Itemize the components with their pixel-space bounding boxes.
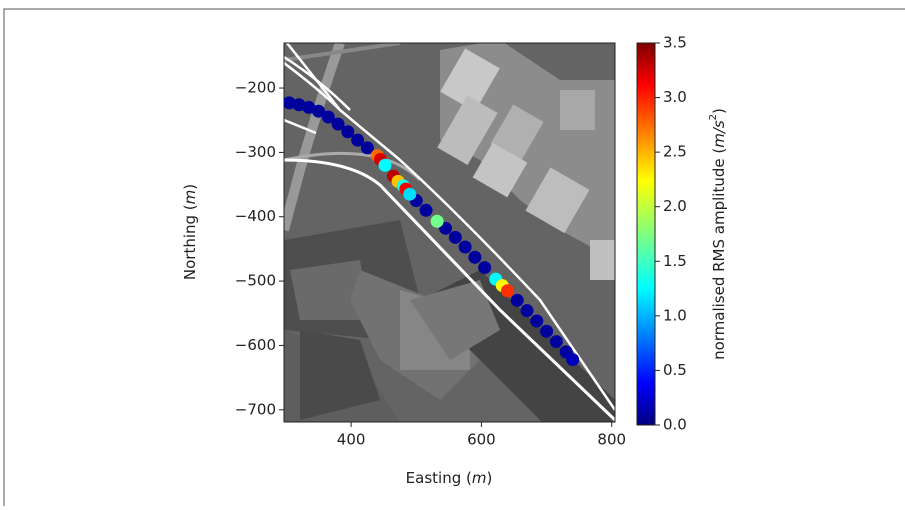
figure: Easting (m) Northing (m) normalised RMS …	[0, 0, 905, 506]
colorbar-tick-label: 0.0	[663, 416, 687, 434]
point	[449, 231, 462, 244]
point	[521, 304, 534, 317]
point	[468, 251, 481, 264]
colorbar-tick-label: 1.0	[663, 306, 687, 324]
x-tick-label: 800	[597, 431, 626, 449]
point	[403, 188, 416, 201]
point	[431, 215, 444, 228]
y-tick-label: −400	[235, 207, 276, 225]
y-tick-label: −300	[235, 143, 276, 161]
y-axis-label: Northing (m)	[181, 184, 199, 280]
colorbar-tick-label: 0.5	[663, 361, 687, 379]
colorbar	[637, 43, 655, 425]
point	[378, 159, 391, 172]
point	[566, 353, 579, 366]
colorbar-tick-label: 2.5	[663, 143, 687, 161]
x-tick-label: 400	[337, 431, 366, 449]
point	[459, 240, 472, 253]
colorbar-label: normalised RMS amplitude (m/s2)	[708, 108, 728, 360]
x-tick-label: 600	[467, 431, 496, 449]
point	[530, 314, 543, 327]
x-axis-label: Easting (m)	[406, 469, 493, 487]
colorbar-tick-label: 2.0	[663, 197, 687, 215]
point	[511, 294, 524, 307]
y-tick-label: −200	[235, 79, 276, 97]
y-tick-label: −600	[235, 336, 276, 354]
colorbar-tick-label: 1.5	[663, 252, 687, 270]
point	[420, 204, 433, 217]
y-tick-label: −500	[235, 272, 276, 290]
point	[540, 325, 553, 338]
point	[501, 284, 514, 297]
point	[478, 261, 491, 274]
colorbar-tick-label: 3.5	[663, 34, 687, 52]
colorbar-tick-label: 3.0	[663, 88, 687, 106]
point	[550, 335, 563, 348]
y-tick-label: −700	[235, 400, 276, 418]
